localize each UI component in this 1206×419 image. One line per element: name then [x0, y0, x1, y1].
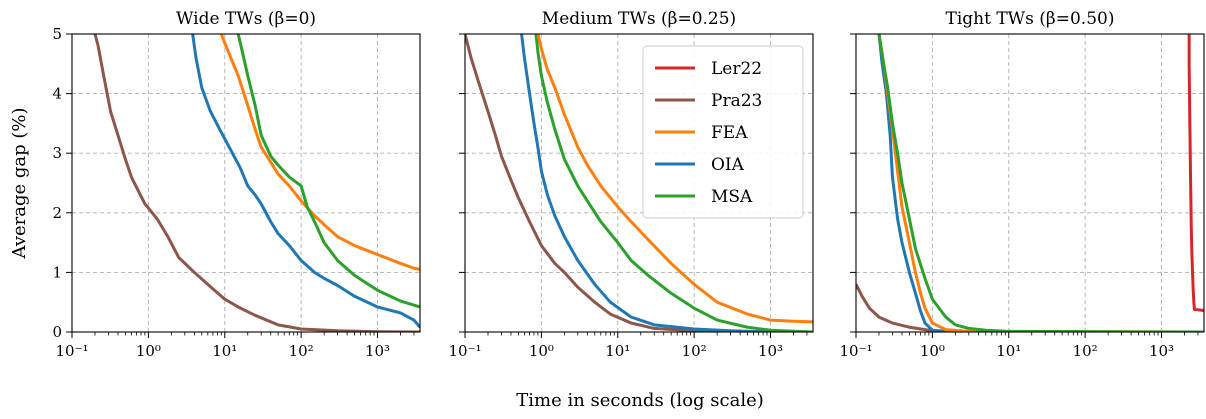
x-tick-label: 10⁻¹ [448, 342, 481, 360]
legend-entry: OIA [711, 155, 745, 175]
y-tick-label: 4 [52, 85, 62, 103]
x-tick-label: 10³ [758, 342, 783, 360]
series-line-oia [520, 34, 813, 332]
plot-frame [855, 33, 1205, 333]
x-tick-label: 10¹ [605, 342, 630, 360]
panel-title: Medium TWs (β=0.25) [542, 9, 736, 29]
y-axis-label: Average gap (%) [9, 108, 30, 260]
x-tick-label: 10⁰ [920, 342, 945, 360]
y-tick-label: 3 [52, 144, 62, 162]
x-tick-label: 10¹ [996, 342, 1021, 360]
series-line-msa [877, 34, 1204, 332]
x-tick-label: 10² [1073, 342, 1098, 360]
panel-title: Wide TWs (β=0) [176, 9, 316, 29]
x-axis-label: Time in seconds (log scale) [516, 390, 764, 411]
x-tick-label: 10³ [1149, 342, 1174, 360]
plot-frame [71, 33, 421, 333]
x-tick-label: 10⁰ [136, 342, 161, 360]
series-line-pra23 [465, 34, 813, 332]
series-line-oia [877, 34, 1204, 332]
series-line-ler22 [1187, 34, 1204, 313]
legend-entry: FEA [711, 123, 748, 143]
x-tick-label: 10⁰ [529, 342, 554, 360]
y-tick-label: 5 [52, 25, 62, 43]
legend-box [642, 45, 804, 219]
x-tick-label: 10⁻¹ [55, 342, 88, 360]
legend-entry: MSA [711, 187, 753, 207]
y-tick-label: 0 [52, 323, 62, 341]
panel-3: 10⁻¹ 10⁰ 10¹ 10² 10³ Tight TWs (β=0.50) [839, 9, 1205, 360]
x-tick-label: 10² [682, 342, 707, 360]
legend: Ler22 Pra23 FEA OIA MSA [642, 45, 804, 219]
series-line-oia [191, 34, 420, 329]
y-tick-label: 2 [52, 204, 62, 222]
x-tick-label: 10⁻¹ [839, 342, 872, 360]
legend-entry: Ler22 [711, 59, 762, 79]
legend-entry: Pra23 [711, 91, 762, 111]
series-line-pra23 [93, 34, 420, 332]
panel-1: 10⁻¹ 10⁰ 10¹ 10² 10³ 0 1 2 3 4 5 Wide TWs (β=0) [52, 9, 421, 360]
x-tick-label: 10² [289, 342, 314, 360]
x-tick-label: 10¹ [212, 342, 237, 360]
x-tick-label: 10³ [365, 342, 390, 360]
panel-title: Tight TWs (β=0.50) [946, 9, 1115, 29]
y-tick-label: 1 [52, 263, 62, 281]
series-line-fea [536, 34, 813, 324]
series-line-pra23 [856, 283, 1204, 332]
series-line-fea [219, 34, 420, 271]
series-line-msa [534, 34, 813, 332]
plot-frame [464, 33, 814, 333]
series-line-msa [236, 34, 420, 309]
